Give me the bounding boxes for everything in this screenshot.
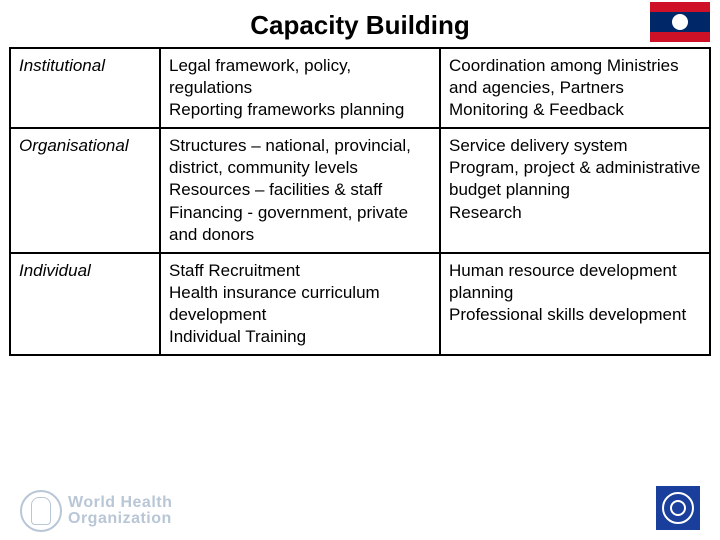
- laos-flag-icon: [650, 2, 710, 42]
- page-title: Capacity Building: [0, 0, 720, 47]
- table-row: IndividualStaff RecruitmentHealth insura…: [10, 253, 710, 355]
- who-text-line2: Organization: [68, 511, 172, 527]
- table-row: InstitutionalLegal framework, policy, re…: [10, 48, 710, 128]
- who-logo-icon: World Health Organization: [20, 490, 172, 532]
- table-row: OrganisationalStructures – national, pro…: [10, 128, 710, 252]
- row-level: Individual: [10, 253, 160, 355]
- capacity-table: InstitutionalLegal framework, policy, re…: [9, 47, 711, 356]
- row-col2: Service delivery systemProgram, project …: [440, 128, 710, 252]
- footer: World Health Organization: [0, 486, 720, 536]
- who-text-line1: World Health: [68, 495, 172, 511]
- ilo-logo-icon: [656, 486, 700, 530]
- row-col2: Coordination among Ministries and agenci…: [440, 48, 710, 128]
- row-level: Organisational: [10, 128, 160, 252]
- row-col2: Human resource development planningProfe…: [440, 253, 710, 355]
- row-col1: Staff RecruitmentHealth insurance curric…: [160, 253, 440, 355]
- row-col1: Legal framework, policy, regulationsRepo…: [160, 48, 440, 128]
- row-col1: Structures – national, provincial, distr…: [160, 128, 440, 252]
- row-level: Institutional: [10, 48, 160, 128]
